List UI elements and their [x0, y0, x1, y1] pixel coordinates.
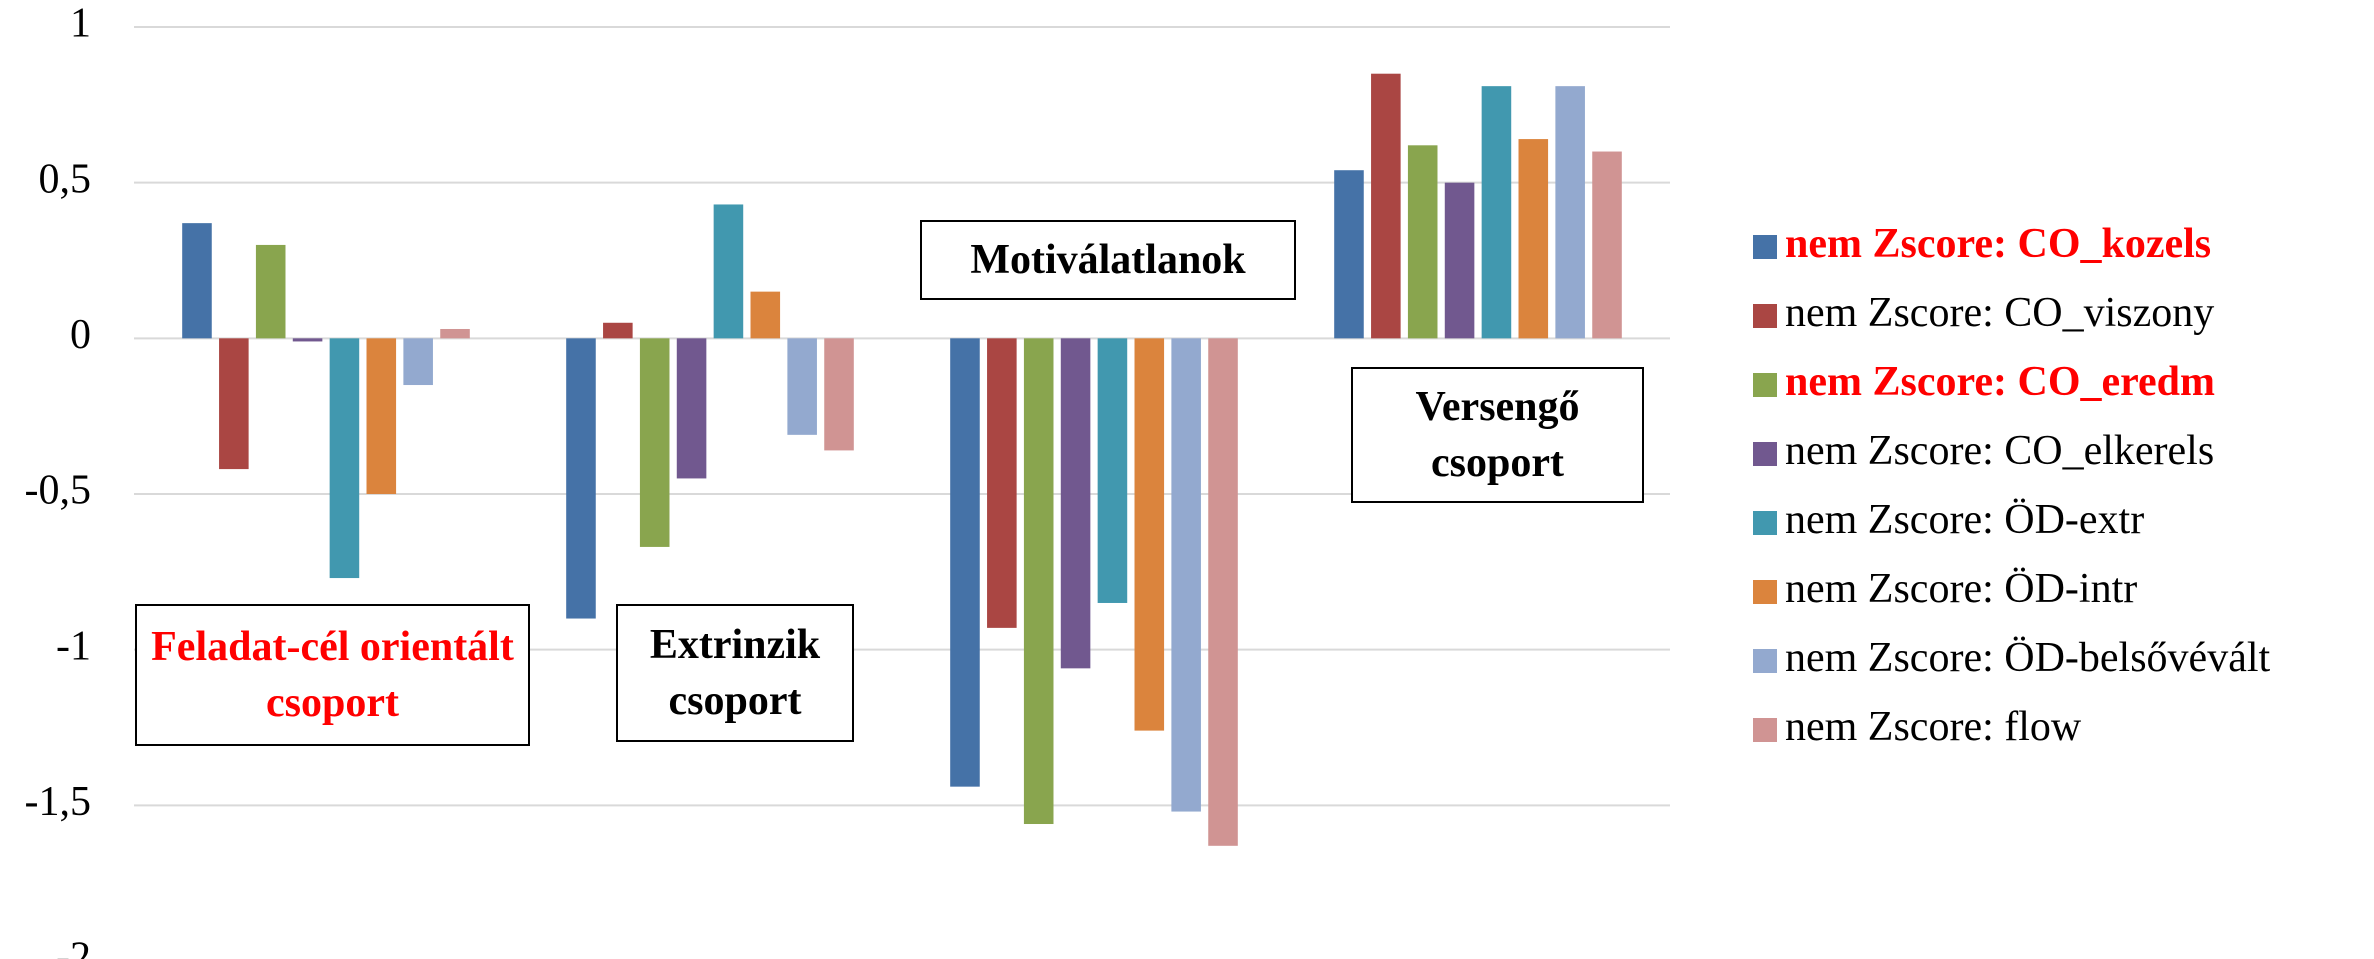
- legend-swatch: [1753, 442, 1777, 466]
- bar: [1334, 170, 1364, 339]
- legend-entry: nem Zscore: CO_elkerels: [1753, 427, 2214, 475]
- category-label: Versengő csoport: [1351, 367, 1644, 503]
- legend-swatch: [1753, 304, 1777, 328]
- legend-label: nem Zscore: flow: [1785, 704, 2082, 750]
- legend-label: nem Zscore: CO_viszony: [1785, 290, 2215, 336]
- bar: [1371, 73, 1401, 339]
- y-tick-label: 1: [70, 1, 91, 47]
- legend-label: nem Zscore: CO_kozels: [1785, 221, 2212, 267]
- legend-swatch: [1753, 511, 1777, 535]
- legend-entry: nem Zscore: CO_kozels: [1753, 220, 2211, 268]
- bar: [329, 338, 360, 579]
- legend-swatch: [1753, 649, 1777, 673]
- bar: [1023, 338, 1054, 825]
- bar: [787, 338, 817, 435]
- bar: [255, 244, 286, 339]
- y-tick-label: 0,5: [39, 156, 92, 202]
- y-tick-label: -2: [56, 935, 91, 959]
- legend-swatch: [1753, 235, 1777, 259]
- legend-label: nem Zscore: CO_elkerels: [1785, 428, 2215, 474]
- bar: [366, 338, 397, 494]
- bar: [182, 223, 212, 339]
- bar: [1407, 145, 1438, 339]
- bar: [1518, 139, 1549, 339]
- bar: [1171, 338, 1201, 812]
- bar: [676, 338, 707, 479]
- bar: [1444, 182, 1475, 339]
- y-tick-label: -0,5: [25, 468, 92, 514]
- bar: [566, 338, 596, 619]
- legend-entry: nem Zscore: ÖD-extr: [1753, 496, 2144, 544]
- category-label: Feladat-cél orientált csoport: [135, 604, 530, 746]
- bar: [1097, 338, 1128, 603]
- legend-entry: nem Zscore: ÖD-belsővévált: [1753, 634, 2270, 682]
- legend-label: nem Zscore: CO_eredm: [1785, 359, 2216, 405]
- legend-swatch: [1753, 373, 1777, 397]
- bar: [1208, 338, 1238, 846]
- legend-swatch: [1753, 580, 1777, 604]
- legend-swatch: [1753, 718, 1777, 742]
- bar: [824, 338, 854, 451]
- bar: [1134, 338, 1165, 731]
- bar: [639, 338, 670, 547]
- bar: [713, 204, 744, 339]
- y-tick-label: -1,5: [25, 779, 92, 825]
- legend-entry: nem Zscore: ÖD-intr: [1753, 565, 2137, 613]
- bar: [292, 338, 323, 342]
- bar: [1060, 338, 1091, 669]
- category-label: Motiválatlanok: [920, 220, 1296, 300]
- bar: [403, 338, 433, 386]
- legend-entry: nem Zscore: flow: [1753, 703, 2081, 751]
- bar: [219, 338, 249, 470]
- bar: [1592, 151, 1622, 339]
- y-tick-label: 0: [70, 312, 91, 358]
- y-tick-label: -1: [56, 623, 91, 669]
- bar: [1555, 86, 1585, 339]
- bar: [987, 338, 1017, 628]
- legend-label: nem Zscore: ÖD-belsővévált: [1785, 635, 2271, 681]
- bar: [1481, 86, 1512, 339]
- category-label: Extrinzik csoport: [616, 604, 854, 742]
- bar: [603, 322, 633, 339]
- legend-entry: nem Zscore: CO_eredm: [1753, 358, 2215, 406]
- legend-label: nem Zscore: ÖD-intr: [1785, 566, 2138, 612]
- bar: [750, 291, 781, 339]
- bar: [950, 338, 980, 787]
- legend-entry: nem Zscore: CO_viszony: [1753, 289, 2214, 337]
- bar: [440, 328, 470, 339]
- legend-label: nem Zscore: ÖD-extr: [1785, 497, 2145, 543]
